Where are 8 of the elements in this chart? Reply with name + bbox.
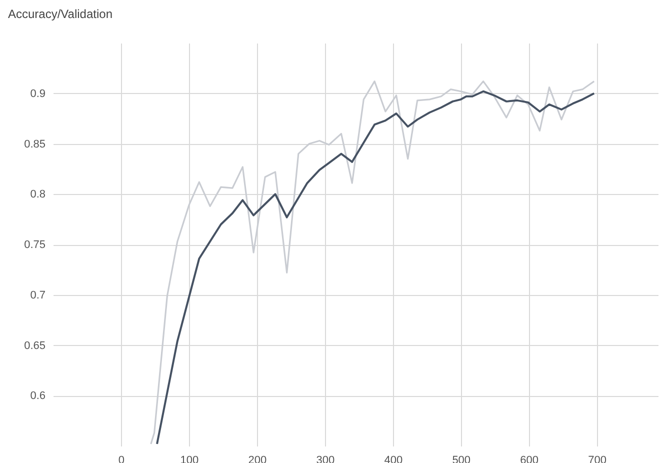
y-tick-label: 0.75 [24, 239, 46, 251]
y-tick-label: 0.6 [30, 390, 46, 402]
y-tick-label: 0.7 [30, 289, 46, 302]
y-tick-label: 0.65 [24, 340, 46, 352]
y-tick-label: 0.85 [24, 138, 46, 150]
y-tick-label: 0.9 [30, 88, 46, 100]
y-tick-label: 0.8 [30, 188, 46, 201]
chart-title: Accuracy/Validation [8, 7, 112, 21]
